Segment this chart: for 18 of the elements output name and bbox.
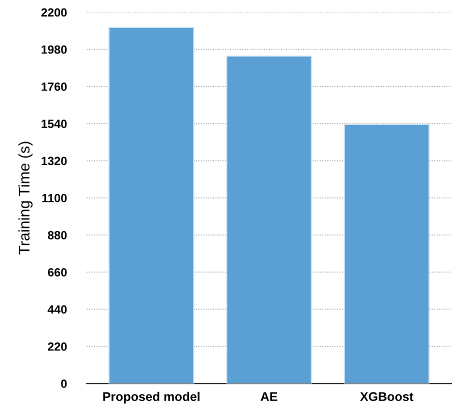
y-tick-label: 1760 (42, 82, 67, 91)
y-tick-label: 440 (48, 305, 67, 314)
y-tick-label: 1100 (42, 194, 67, 202)
bar (226, 56, 312, 384)
y-tick-label: 1540 (42, 120, 67, 128)
x-tick-label: AE (260, 392, 278, 401)
y-tick-label: 880 (48, 231, 67, 240)
y-tick-label: 660 (48, 268, 67, 277)
y-tick-label: 0 (61, 380, 67, 388)
x-tick-label: Proposed model (103, 392, 200, 404)
y-axis-title: Training Time (s) (18, 142, 33, 255)
bar (344, 124, 430, 384)
bar (108, 26, 194, 384)
y-tick-label: 2200 (41, 8, 67, 17)
y-tick-label: 220 (48, 342, 67, 351)
y-tick-label: 1320 (42, 156, 67, 166)
y-tick-label: 1980 (42, 45, 67, 54)
x-tick-label: XGBoost (360, 392, 414, 402)
